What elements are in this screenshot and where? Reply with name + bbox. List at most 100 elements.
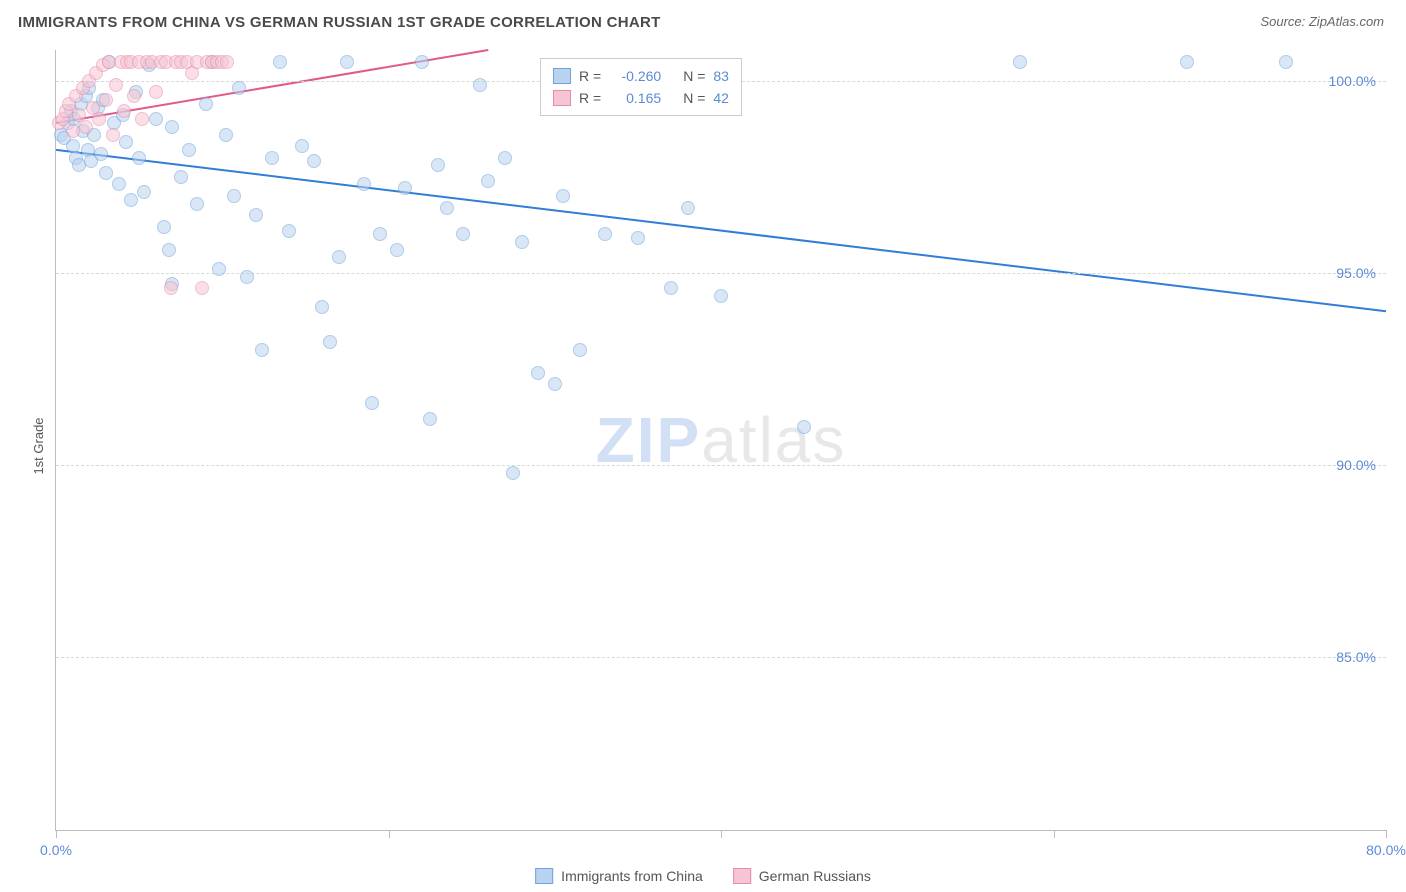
data-point — [249, 208, 263, 222]
data-point — [797, 420, 811, 434]
data-point — [92, 112, 106, 126]
data-point — [117, 104, 131, 118]
chart-title: IMMIGRANTS FROM CHINA VS GERMAN RUSSIAN … — [18, 14, 661, 31]
data-point — [157, 220, 171, 234]
n-value: 83 — [713, 65, 729, 87]
data-point — [199, 97, 213, 111]
data-point — [573, 343, 587, 357]
x-tick — [721, 830, 722, 838]
data-point — [99, 166, 113, 180]
y-tick-label: 90.0% — [1336, 457, 1376, 473]
data-point — [515, 235, 529, 249]
data-point — [109, 78, 123, 92]
data-point — [94, 147, 108, 161]
x-tick — [56, 830, 57, 838]
data-point — [440, 201, 454, 215]
data-point — [282, 224, 296, 238]
gridline — [56, 657, 1386, 658]
data-point — [162, 243, 176, 257]
data-point — [106, 128, 120, 142]
data-point — [398, 181, 412, 195]
source-label: Source: ZipAtlas.com — [1260, 14, 1384, 29]
data-point — [174, 170, 188, 184]
trend-lines-layer — [56, 50, 1386, 830]
x-tick-label: 0.0% — [40, 842, 72, 858]
x-tick — [1054, 830, 1055, 838]
data-point — [714, 289, 728, 303]
data-point — [315, 300, 329, 314]
data-point — [548, 377, 562, 391]
data-point — [273, 55, 287, 69]
data-point — [357, 177, 371, 191]
r-value: -0.260 — [609, 65, 661, 87]
data-point — [219, 128, 233, 142]
data-point — [390, 243, 404, 257]
data-point — [295, 139, 309, 153]
data-point — [415, 55, 429, 69]
data-point — [66, 124, 80, 138]
series-swatch — [553, 68, 571, 84]
legend-label: Immigrants from China — [561, 868, 703, 884]
data-point — [456, 227, 470, 241]
data-point — [195, 281, 209, 295]
n-label: N = — [683, 87, 705, 109]
data-point — [531, 366, 545, 380]
x-tick — [389, 830, 390, 838]
data-point — [431, 158, 445, 172]
data-point — [190, 197, 204, 211]
stats-legend-box: R =-0.260N =83R =0.165N =42 — [540, 58, 742, 116]
gridline — [56, 465, 1386, 466]
data-point — [1279, 55, 1293, 69]
data-point — [1013, 55, 1027, 69]
gridline — [56, 273, 1386, 274]
data-point — [681, 201, 695, 215]
plot-area: ZIPatlas 85.0%90.0%95.0%100.0%0.0%80.0% — [55, 50, 1386, 831]
series-swatch — [553, 90, 571, 106]
data-point — [598, 227, 612, 241]
data-point — [112, 177, 126, 191]
data-point — [149, 112, 163, 126]
data-point — [220, 55, 234, 69]
data-point — [182, 143, 196, 157]
legend-label: German Russians — [759, 868, 871, 884]
bottom-legend: Immigrants from China German Russians — [535, 868, 871, 884]
data-point — [135, 112, 149, 126]
data-point — [473, 78, 487, 92]
y-tick-label: 95.0% — [1336, 265, 1376, 281]
data-point — [119, 135, 133, 149]
x-tick — [1386, 830, 1387, 838]
data-point — [365, 396, 379, 410]
legend-item: Immigrants from China — [535, 868, 703, 884]
data-point — [340, 55, 354, 69]
series-swatch — [535, 868, 553, 884]
r-label: R = — [579, 87, 601, 109]
data-point — [255, 343, 269, 357]
data-point — [481, 174, 495, 188]
data-point — [99, 93, 113, 107]
data-point — [664, 281, 678, 295]
data-point — [265, 151, 279, 165]
data-point — [232, 81, 246, 95]
data-point — [556, 189, 570, 203]
data-point — [212, 262, 226, 276]
data-point — [124, 193, 138, 207]
data-point — [165, 120, 179, 134]
x-tick-label: 80.0% — [1366, 842, 1406, 858]
data-point — [506, 466, 520, 480]
stats-row: R =0.165N =42 — [553, 87, 729, 109]
stats-row: R =-0.260N =83 — [553, 65, 729, 87]
data-point — [79, 120, 93, 134]
y-axis-label: 1st Grade — [31, 417, 46, 474]
trend-line — [56, 150, 1386, 311]
data-point — [149, 85, 163, 99]
y-tick-label: 100.0% — [1329, 73, 1376, 89]
n-value: 42 — [713, 87, 729, 109]
data-point — [373, 227, 387, 241]
data-point — [227, 189, 241, 203]
data-point — [164, 281, 178, 295]
series-swatch — [733, 868, 751, 884]
data-point — [307, 154, 321, 168]
data-point — [240, 270, 254, 284]
r-label: R = — [579, 65, 601, 87]
y-tick-label: 85.0% — [1336, 649, 1376, 665]
